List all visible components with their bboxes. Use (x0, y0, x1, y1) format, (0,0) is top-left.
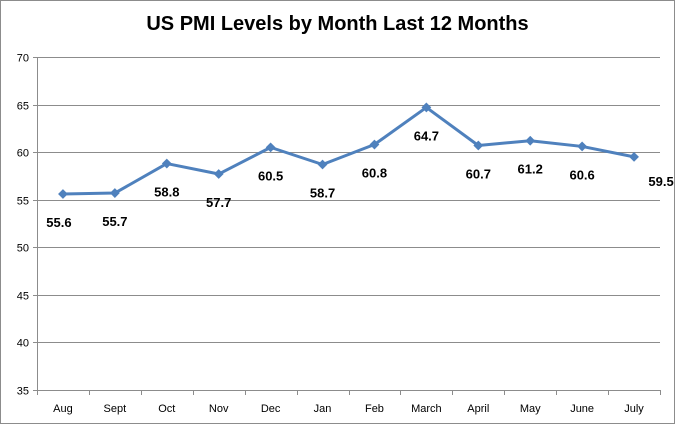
data-point-marker (213, 169, 224, 179)
data-point-marker (109, 188, 120, 198)
data-label: 60.6 (569, 167, 594, 182)
data-label: 58.7 (310, 186, 335, 201)
data-point-marker (525, 135, 536, 146)
chart-title: US PMI Levels by Month Last 12 Months (146, 13, 529, 35)
data-point-marker (629, 151, 639, 162)
x-tick-label: Nov (209, 403, 229, 415)
y-tick-label: 35 (17, 386, 29, 398)
data-point-marker (265, 142, 276, 153)
y-tick-label: 65 (17, 101, 29, 113)
data-point-marker (421, 102, 432, 113)
y-tick-label: 40 (17, 338, 29, 350)
series-layer (58, 102, 639, 199)
y-tick-label: 50 (17, 243, 29, 255)
x-tick-label: June (570, 403, 594, 415)
data-label: 58.8 (154, 185, 179, 200)
x-tick-label: May (520, 403, 541, 415)
data-point-marker (161, 158, 172, 169)
y-tick-label: 45 (17, 291, 29, 303)
x-tick-label: Oct (158, 403, 175, 415)
data-point-marker (317, 159, 328, 170)
data-point-marker (58, 189, 68, 199)
x-tick-label: April (467, 403, 489, 415)
data-point-marker (577, 141, 588, 152)
data-point-marker (473, 140, 484, 151)
axes: 35 40 45 50 55 60 65 70 Aug Sept Oct Nov Dec Jan Feb Ma… (17, 53, 661, 415)
x-tick-label: Sept (104, 403, 127, 415)
data-label: 61.2 (518, 162, 543, 177)
data-label: 59.5 (648, 174, 673, 189)
data-label: 64.7 (414, 128, 439, 143)
data-label: 60.7 (466, 166, 491, 181)
y-tick-label: 70 (17, 53, 29, 65)
x-tick-label: Feb (365, 403, 384, 415)
data-labels: 55.6 55.7 58.8 57.7 60.5 58.7 60.8 64.7 60.7 61.2… (46, 128, 673, 230)
data-label: 55.7 (102, 214, 127, 229)
data-point-marker (369, 139, 380, 150)
data-label: 60.5 (258, 168, 283, 183)
x-tick-label: July (624, 403, 644, 415)
x-tick-label: March (411, 403, 442, 415)
y-tick-label: 55 (17, 196, 29, 208)
y-tick-label: 60 (17, 148, 29, 160)
data-label: 60.8 (362, 166, 387, 181)
data-label: 57.7 (206, 195, 231, 210)
x-tick-label: Jan (314, 403, 332, 415)
gridlines (37, 57, 660, 343)
x-tick-label: Aug (53, 403, 73, 415)
x-tick-label: Dec (261, 403, 281, 415)
series-line (61, 105, 636, 196)
data-label: 55.6 (46, 215, 71, 230)
